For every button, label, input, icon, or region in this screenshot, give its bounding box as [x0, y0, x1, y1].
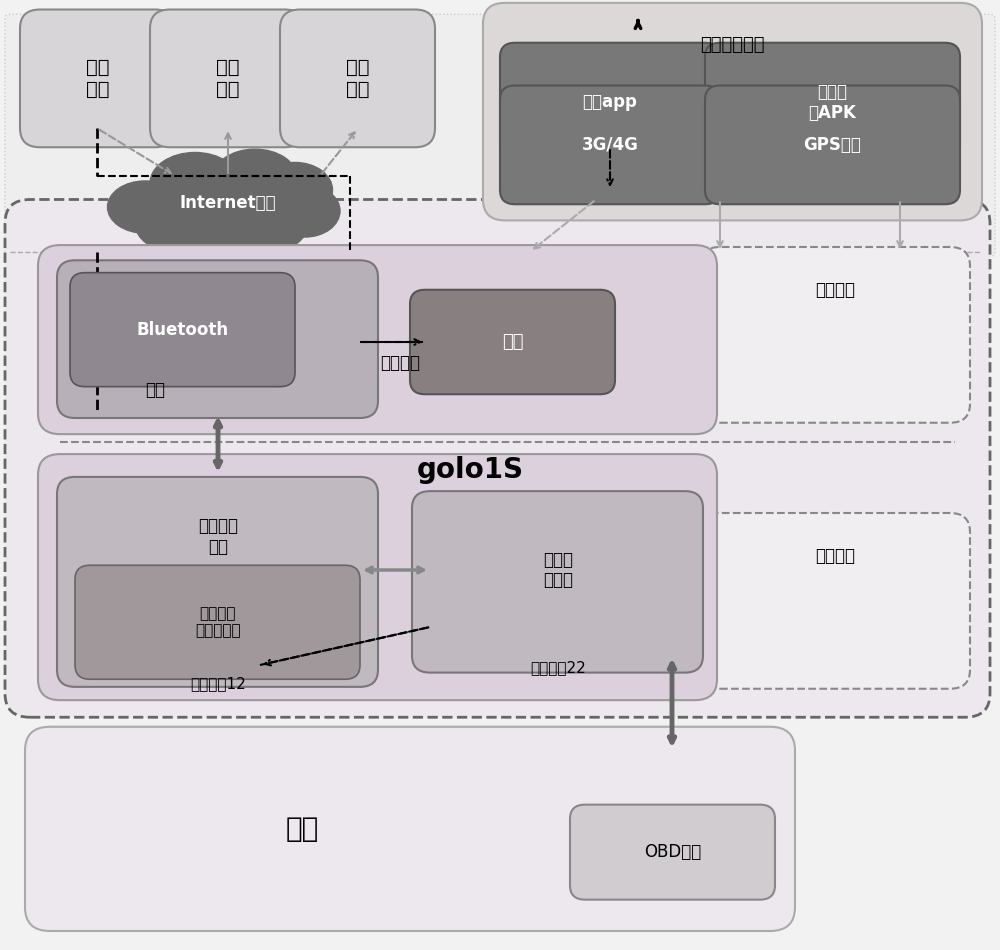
Ellipse shape [270, 184, 340, 237]
Text: 车机app: 车机app [583, 93, 637, 111]
Text: 检测数据
采集和处理: 检测数据 采集和处理 [195, 606, 241, 638]
Text: 数据
平台: 数据 平台 [86, 58, 109, 99]
Text: Internet网络: Internet网络 [180, 195, 276, 212]
Ellipse shape [232, 200, 308, 251]
FancyBboxPatch shape [5, 14, 995, 256]
FancyBboxPatch shape [70, 273, 295, 387]
Ellipse shape [258, 162, 332, 218]
FancyBboxPatch shape [20, 10, 175, 147]
FancyBboxPatch shape [5, 200, 990, 717]
Text: 用户
中心: 用户 中心 [216, 58, 239, 99]
Text: 数据采
集APK: 数据采 集APK [809, 83, 856, 122]
FancyBboxPatch shape [705, 86, 960, 204]
Text: 检测部分: 检测部分 [815, 547, 855, 564]
Text: golo1S: golo1S [416, 456, 524, 484]
Text: OBD接口: OBD接口 [644, 844, 701, 861]
Text: 检测通
讯建立: 检测通 讯建立 [543, 551, 573, 589]
Text: 通讯: 通讯 [145, 381, 165, 398]
FancyBboxPatch shape [38, 245, 717, 434]
FancyBboxPatch shape [705, 43, 960, 162]
Text: GPS定位: GPS定位 [804, 136, 861, 154]
FancyBboxPatch shape [500, 86, 720, 204]
FancyBboxPatch shape [150, 10, 305, 147]
FancyBboxPatch shape [57, 260, 378, 418]
Text: 应用
平台: 应用 平台 [346, 58, 369, 99]
Ellipse shape [182, 201, 268, 258]
Text: 芯片方案: 芯片方案 [380, 354, 420, 371]
Ellipse shape [108, 180, 182, 234]
Text: 3G/4G: 3G/4G [582, 136, 638, 154]
Text: 元征芯片22: 元征芯片22 [530, 660, 586, 675]
FancyBboxPatch shape [25, 727, 795, 931]
Text: 汽车: 汽车 [285, 815, 319, 843]
Text: 车机应用系统: 车机应用系统 [700, 36, 765, 53]
Ellipse shape [195, 228, 225, 251]
Text: 检测数据
交互: 检测数据 交互 [198, 518, 238, 556]
FancyBboxPatch shape [280, 10, 435, 147]
FancyBboxPatch shape [412, 491, 703, 673]
Ellipse shape [135, 195, 215, 252]
Ellipse shape [212, 149, 298, 208]
Text: 通讯部分: 通讯部分 [815, 281, 855, 298]
Ellipse shape [150, 152, 240, 214]
FancyBboxPatch shape [57, 477, 378, 687]
FancyBboxPatch shape [483, 3, 982, 220]
FancyBboxPatch shape [700, 247, 970, 423]
FancyBboxPatch shape [410, 290, 615, 394]
FancyBboxPatch shape [75, 565, 360, 679]
Text: 元征芯片12: 元征芯片12 [190, 676, 246, 692]
FancyBboxPatch shape [700, 513, 970, 689]
Text: 控制: 控制 [502, 333, 523, 351]
FancyBboxPatch shape [38, 454, 717, 700]
Text: Bluetooth: Bluetooth [136, 321, 229, 338]
FancyBboxPatch shape [500, 43, 720, 162]
FancyBboxPatch shape [570, 805, 775, 900]
